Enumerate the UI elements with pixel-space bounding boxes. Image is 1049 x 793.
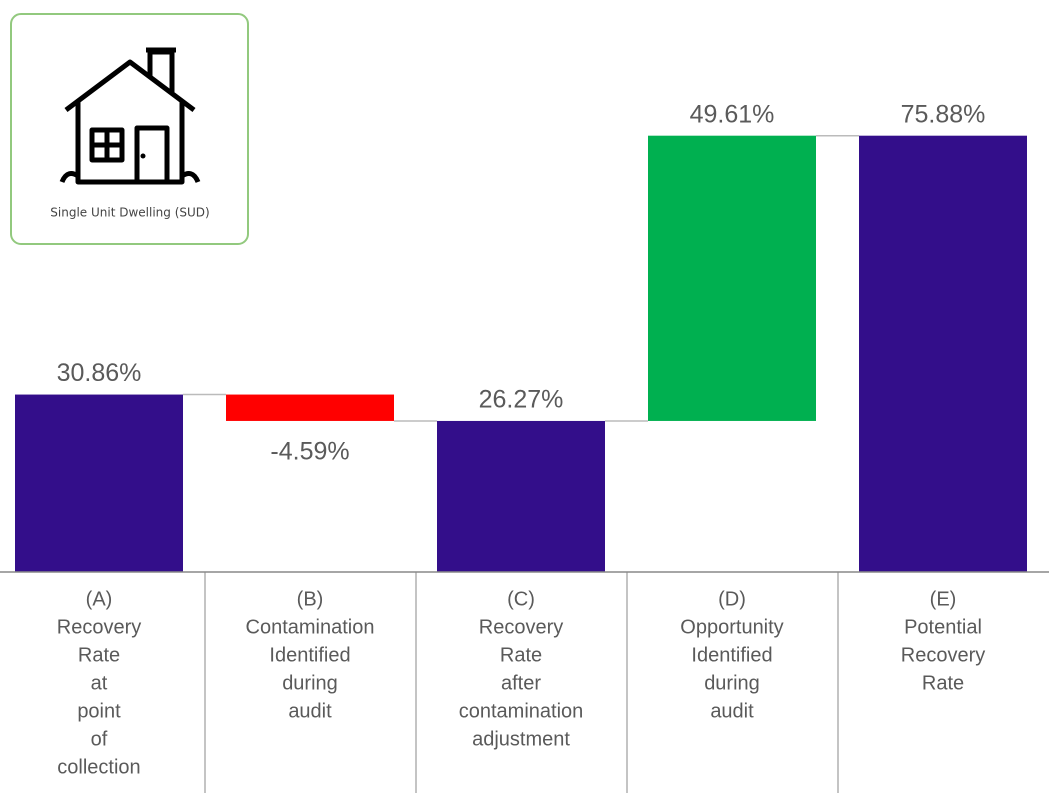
x-tick-label: (A) [86,588,113,610]
value-label: 75.88% [901,100,986,128]
x-tick-label: collection [57,756,140,778]
bar [15,394,183,572]
x-tick-label: during [704,672,760,694]
x-tick-label: (D) [718,588,746,610]
x-tick-label: after [501,672,541,694]
x-tick-label: Rate [922,672,964,694]
x-tick-label: contamination [459,700,584,722]
x-tick-label: audit [710,700,754,722]
x-tick-label: Identified [691,644,772,666]
x-tick-label: Rate [78,644,120,666]
x-tick-label: adjustment [472,728,570,750]
house-icon [59,47,201,185]
x-tick-label: Potential [904,616,982,638]
value-label: 26.27% [479,386,564,414]
card-border [10,13,249,245]
bar [859,135,1027,572]
x-tick-label: (C) [507,588,535,610]
x-tick-label: Contamination [246,616,375,638]
value-label: -4.59% [270,438,349,466]
x-tick-label: Opportunity [680,616,783,638]
x-tick-label: (B) [297,588,324,610]
value-label: 49.61% [690,100,775,128]
x-tick-label: Recovery [479,616,563,638]
x-tick-label: Rate [500,644,542,666]
bar [648,135,816,421]
card-label: Single Unit Dwelling (SUD) [50,206,209,220]
x-tick-label: of [91,728,108,750]
x-tick-label: Identified [269,644,350,666]
x-tick-label: Recovery [901,644,985,666]
x-tick-label: audit [288,700,332,722]
x-tick-label: point [77,700,121,722]
x-tick-label: Recovery [57,616,141,638]
bar [437,420,605,572]
bar [226,394,394,421]
x-tick-label: during [282,672,338,694]
card: Single Unit Dwelling (SUD) [10,13,249,245]
x-tick-label: at [91,672,108,694]
x-tick-label: (E) [930,588,957,610]
door-knob [140,153,146,159]
value-label: 30.86% [57,359,142,387]
